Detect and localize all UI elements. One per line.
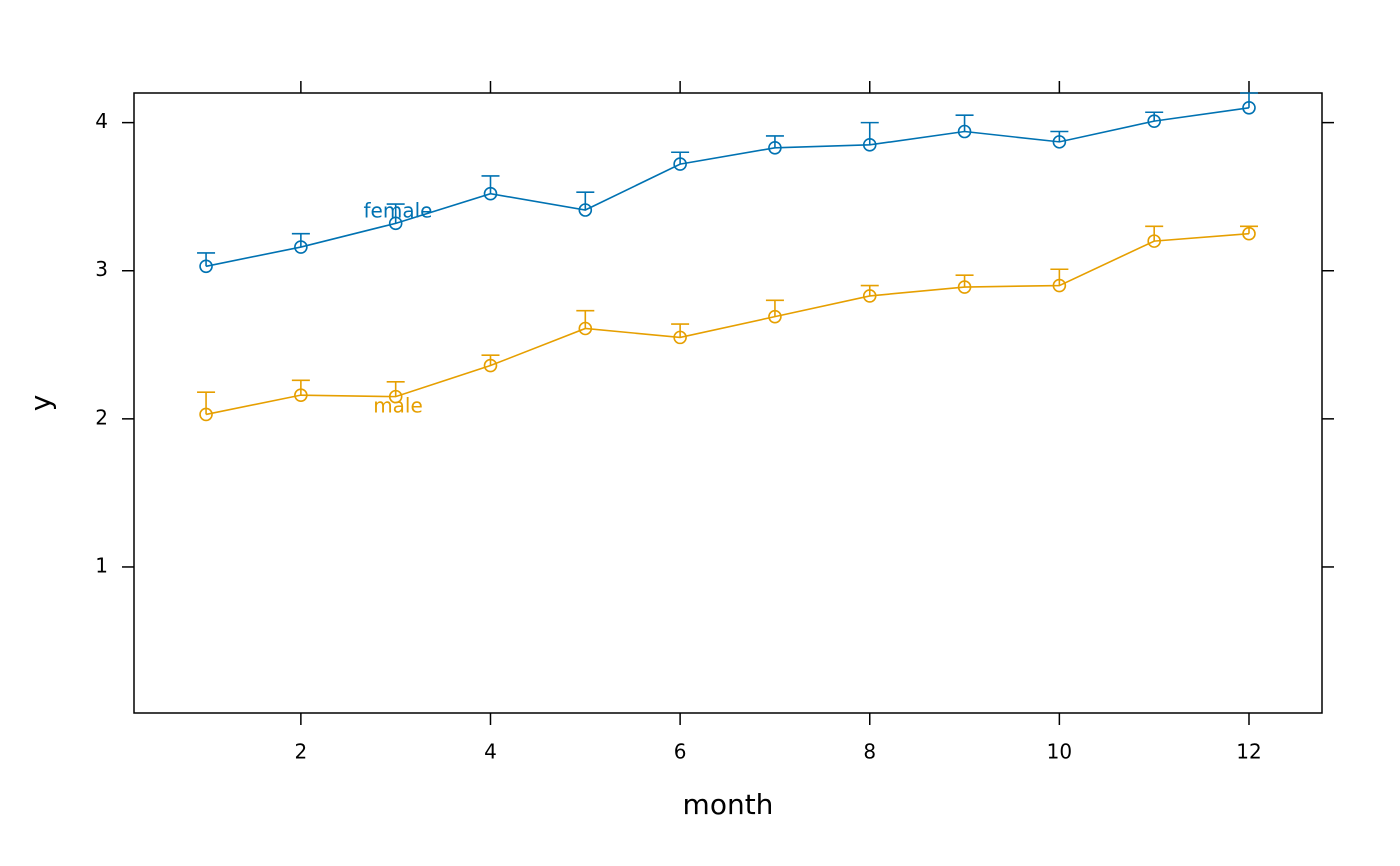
- x-tick-label: 12: [1236, 740, 1261, 764]
- point: [294, 240, 308, 254]
- y-tick-label: 3: [95, 257, 108, 281]
- point: [673, 157, 687, 171]
- plot-frame: [133, 92, 1323, 714]
- point: [199, 407, 213, 422]
- y-axis-label: y: [24, 395, 57, 412]
- series-line: [205, 232, 1250, 416]
- point: [862, 289, 877, 303]
- x-tick-label: 8: [863, 740, 876, 764]
- x-tick-label: 6: [674, 740, 687, 764]
- point: [673, 330, 687, 345]
- point: [483, 358, 498, 373]
- x-tick-label: 10: [1047, 740, 1072, 764]
- point: [1242, 101, 1256, 115]
- point: [1242, 226, 1256, 241]
- point: [388, 389, 403, 404]
- point: [957, 124, 972, 139]
- point: [483, 186, 498, 201]
- point: [388, 216, 403, 231]
- series-label: female: [364, 199, 433, 223]
- point: [1052, 135, 1067, 149]
- point: [957, 280, 972, 294]
- point: [294, 388, 308, 402]
- point: [199, 259, 213, 274]
- point: [578, 203, 593, 217]
- x-axis-label: month: [683, 788, 774, 821]
- y-tick-label: 1: [95, 553, 108, 577]
- series-line: [205, 107, 1250, 268]
- point: [1052, 278, 1067, 293]
- point: [1147, 114, 1161, 128]
- point: [1147, 234, 1161, 248]
- y-tick-label: 4: [95, 109, 108, 133]
- y-tick-label: 2: [95, 405, 108, 429]
- x-tick-label: 2: [295, 740, 308, 764]
- point: [768, 309, 782, 324]
- series-label: male: [373, 394, 423, 418]
- point: [768, 141, 782, 155]
- point: [862, 138, 877, 152]
- x-tick-label: 4: [484, 740, 497, 764]
- point: [578, 321, 593, 336]
